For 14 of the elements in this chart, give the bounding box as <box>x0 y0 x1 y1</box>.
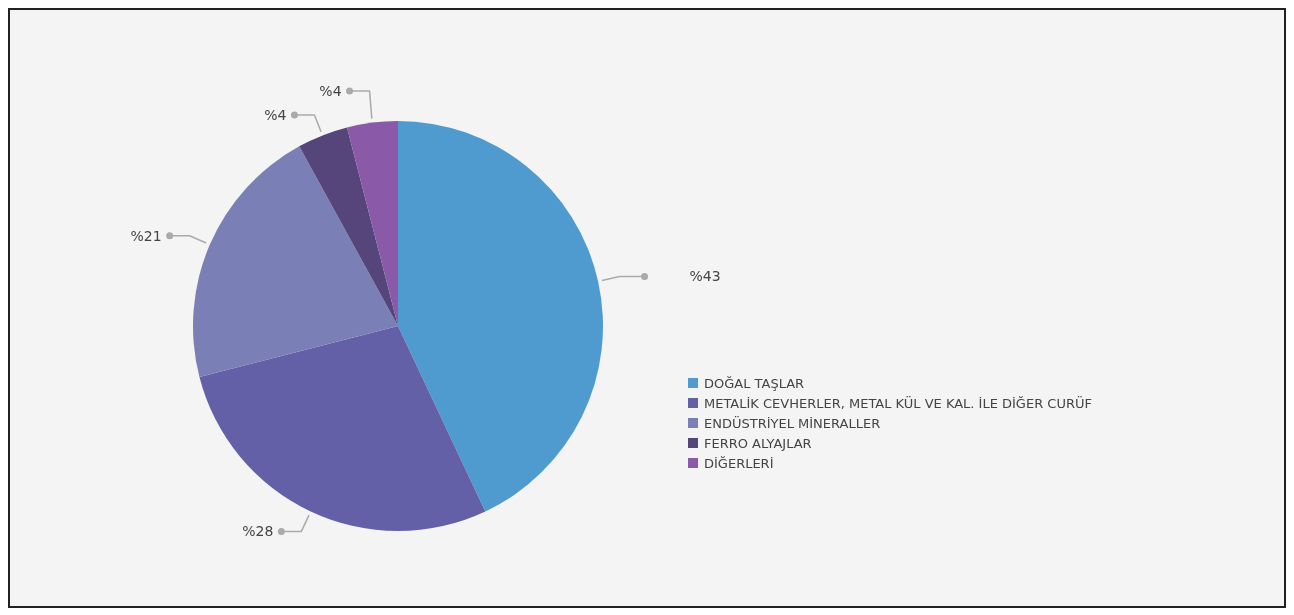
legend-label: ENDÜSTRİYEL MİNERALLER <box>704 415 881 431</box>
legend-label: METALİK CEVHERLER, METAL KÜL VE KAL. İLE DİĞER CURÜF <box>704 395 1092 411</box>
data-label: %43 <box>689 268 721 285</box>
legend-label: FERRO ALYAJLAR <box>704 436 812 451</box>
pie-slice <box>299 127 398 326</box>
legend-label: DİĞERLERİ <box>704 456 774 471</box>
data-label: %4 <box>319 82 342 99</box>
data-label: %21 <box>130 227 162 244</box>
pie-slice <box>193 146 398 377</box>
data-label: %4 <box>264 106 287 123</box>
data-label: %28 <box>242 523 274 540</box>
pie-slice <box>398 121 603 512</box>
pie-slice <box>347 121 398 326</box>
legend-label: DOĞAL TAŞLAR <box>704 376 805 391</box>
